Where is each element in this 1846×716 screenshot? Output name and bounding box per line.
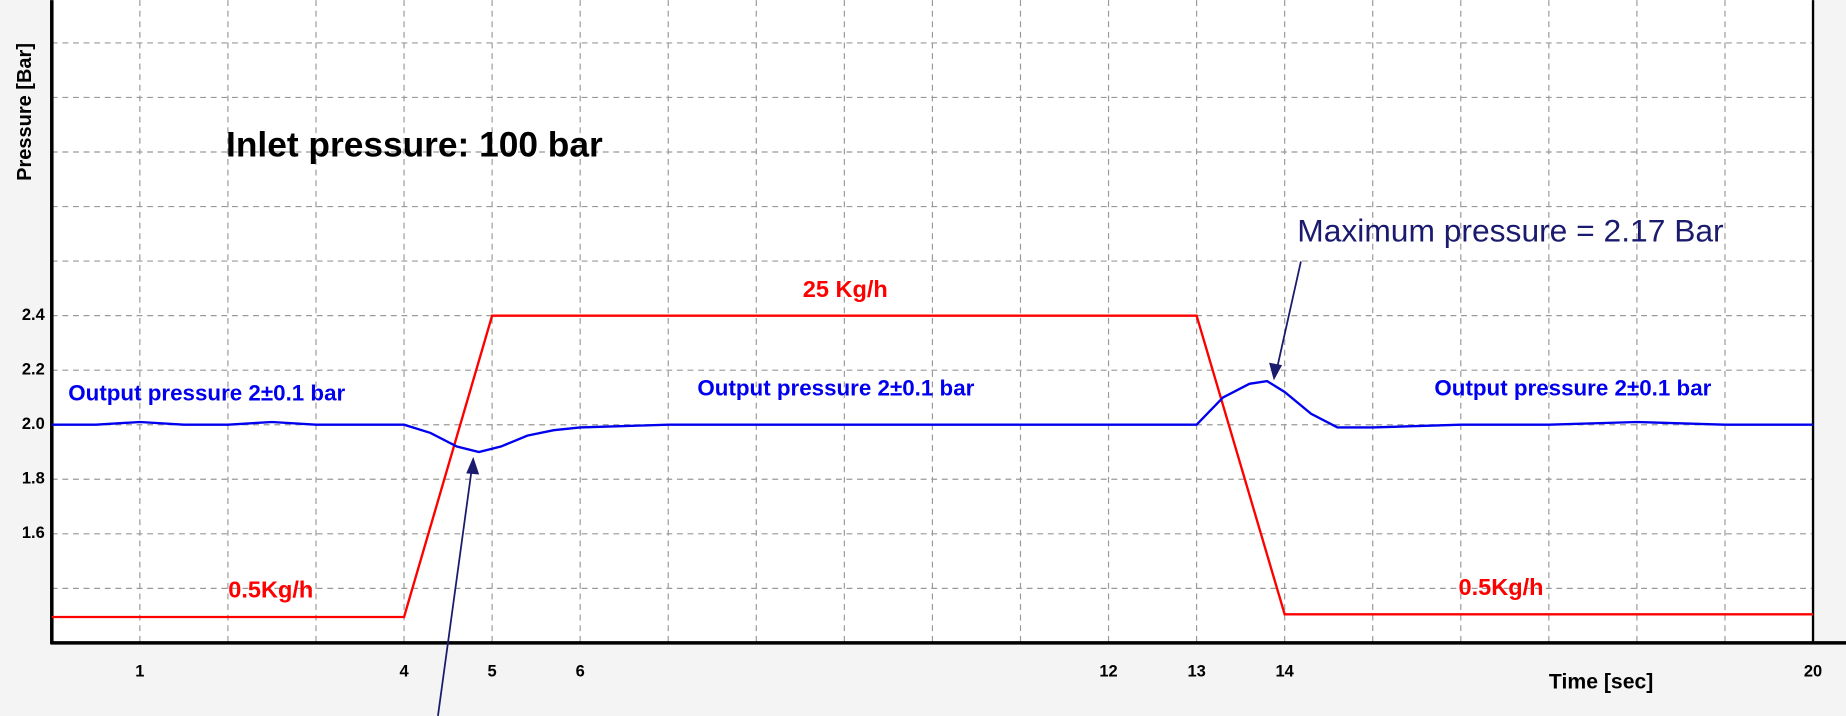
arrow (437, 466, 473, 716)
annotation: 25 Kg/h (803, 276, 888, 302)
x-tick-label: 6 (576, 663, 585, 681)
x-tick-label: 1 (135, 663, 144, 681)
x-tick-label: 4 (399, 663, 409, 681)
y-tick-label: 2.0 (22, 415, 45, 433)
x-tick-label: 5 (488, 663, 497, 681)
annotation: 0.5Kg/h (228, 576, 313, 602)
annotation: Maximum pressure = 2.17 Bar (1297, 213, 1724, 249)
y-tick-label: 2.2 (22, 361, 45, 379)
y-tick-label: 2.4 (22, 306, 46, 324)
grid (51, 0, 1814, 643)
annotation: Output pressure 2±0.1 bar (68, 380, 345, 405)
arrow-head (1269, 362, 1283, 381)
y-tick-label: 1.6 (22, 524, 45, 542)
series-line (51, 379, 1814, 454)
x-tick-label: 13 (1187, 663, 1205, 681)
series-line (51, 314, 1814, 619)
x-tick-label: 14 (1276, 663, 1295, 681)
annotation: Inlet pressure: 100 bar (226, 126, 603, 165)
annotations: Inlet pressure: 100 bar 25 Kg/h 0.5Kg/h 0.5… (68, 126, 1724, 603)
series (51, 314, 1814, 619)
arrow (1275, 261, 1302, 373)
y-axis-label: Pressure [Bar] (14, 43, 36, 181)
x-axis-label: Time [sec] (1549, 671, 1653, 694)
annotation: 0.5Kg/h (1459, 574, 1544, 600)
y-tick-label: 1.8 (22, 470, 45, 488)
x-tick-label: 12 (1099, 663, 1117, 681)
annotation: Output pressure 2±0.1 bar (697, 376, 974, 401)
arrow-head (466, 456, 480, 475)
x-tick-label: 20 (1804, 663, 1822, 681)
annotation: Output pressure 2±0.1 bar (1434, 376, 1711, 401)
